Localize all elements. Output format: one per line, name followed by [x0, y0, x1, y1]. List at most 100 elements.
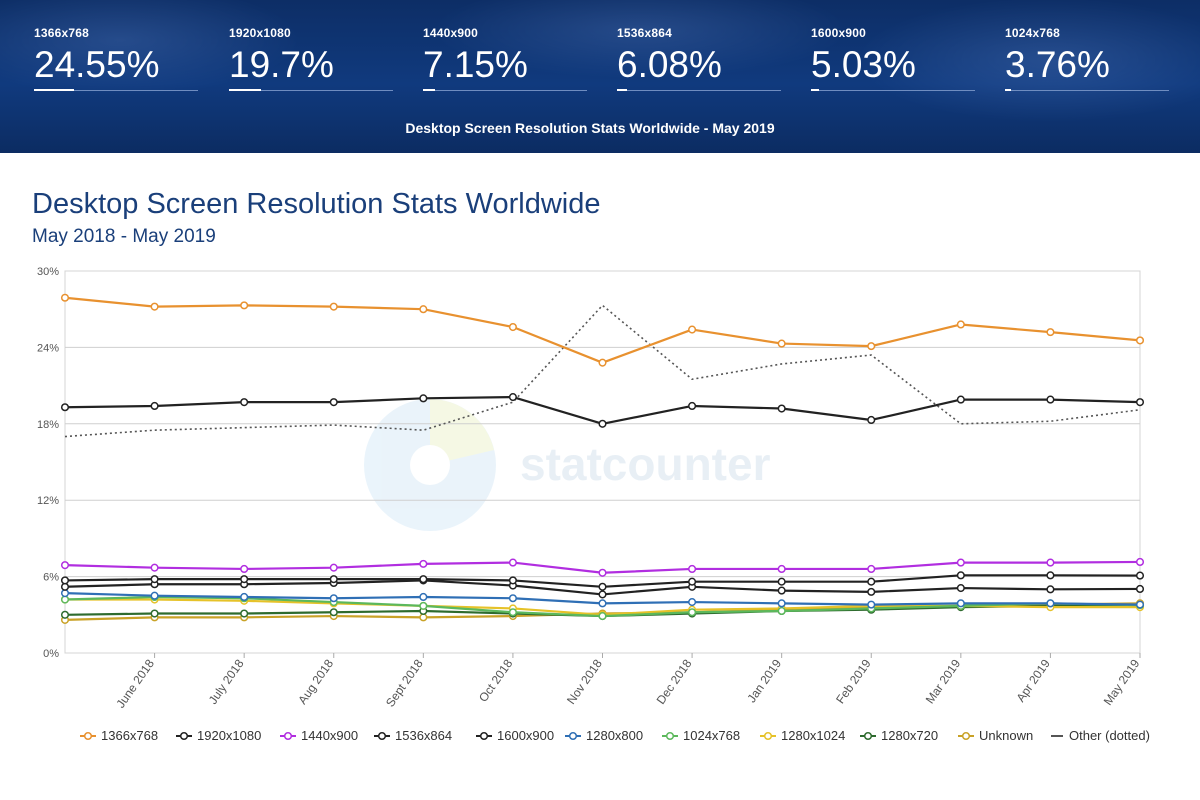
data-point	[867, 564, 876, 574]
legend-item[interactable]: Unknown	[958, 728, 1033, 743]
watermark-logo-slice	[430, 399, 494, 465]
data-point	[419, 575, 428, 584]
data-point	[150, 401, 159, 411]
legend-marker-icon	[860, 731, 876, 740]
data-point	[1046, 599, 1055, 608]
data-point	[956, 584, 965, 593]
legend-item[interactable]: 1280x800	[565, 728, 643, 743]
stat-resolution: 1366x768	[34, 26, 89, 40]
data-point	[956, 599, 965, 608]
legend-item[interactable]: 1920x1080	[176, 728, 261, 743]
data-point	[60, 293, 70, 302]
data-point	[60, 589, 70, 598]
data-point	[688, 401, 697, 411]
data-point	[150, 563, 159, 572]
stat-percent: 5.03%	[811, 44, 916, 85]
legend-item[interactable]: 1280x720	[860, 728, 938, 743]
data-point	[329, 575, 338, 584]
data-point	[60, 582, 70, 591]
legend-marker-icon	[760, 731, 776, 740]
stat-share-bar	[1005, 89, 1169, 91]
y-tick-label: 30%	[37, 266, 59, 278]
legend-item[interactable]: Other (dotted)	[1050, 728, 1150, 743]
legend-item[interactable]: 1366x768	[80, 728, 158, 743]
data-point	[1046, 395, 1055, 404]
legend-item[interactable]: 1600x900	[476, 728, 554, 743]
watermark-text: statcounter	[520, 438, 771, 490]
stat-share-fill	[423, 89, 435, 91]
stat-share-bar	[423, 89, 587, 91]
stat-share-fill	[617, 89, 627, 91]
data-point	[598, 358, 607, 367]
x-tick-label: Feb 2019	[833, 656, 874, 706]
stat-1536x864: 1536x864 6.08%	[617, 26, 781, 91]
data-point	[867, 587, 876, 596]
legend-marker-icon	[80, 731, 96, 740]
stat-share-bar	[229, 89, 393, 91]
stat-share-fill	[1005, 89, 1012, 91]
data-point	[1135, 584, 1145, 594]
stat-percent: 19.7%	[229, 44, 334, 85]
data-point	[867, 415, 876, 425]
data-point	[150, 591, 159, 600]
data-point	[956, 558, 965, 567]
legend-marker-icon	[476, 731, 492, 740]
data-point	[1135, 557, 1145, 567]
data-point	[956, 320, 965, 329]
stat-1600x900: 1600x900 5.03%	[811, 26, 975, 91]
legend-item[interactable]: 1280x1024	[760, 728, 845, 743]
data-point	[598, 419, 607, 428]
stat-share-bar	[617, 89, 781, 91]
data-point	[688, 325, 697, 334]
stat-share-bar	[811, 89, 975, 91]
data-point	[150, 302, 159, 311]
data-point	[60, 403, 70, 412]
data-point	[240, 564, 249, 574]
y-tick-label: 24%	[37, 342, 59, 354]
data-point	[60, 595, 70, 604]
legend-item[interactable]: 1440x900	[280, 728, 358, 743]
legend-line-icon	[1051, 734, 1063, 737]
data-point	[956, 571, 965, 580]
data-point	[508, 576, 517, 585]
x-tick-label: Nov 2018	[564, 656, 605, 706]
y-tick-label: 12%	[37, 495, 59, 507]
data-point	[867, 600, 876, 609]
data-point	[240, 592, 249, 602]
legend-marker-icon	[958, 731, 974, 740]
watermark-logo-hole	[410, 445, 450, 485]
x-tick-label: Mar 2019	[923, 656, 964, 706]
data-point	[1046, 585, 1055, 594]
data-point	[777, 577, 786, 586]
legend-label: 1600x900	[497, 728, 555, 743]
y-tick-label: 6%	[43, 572, 59, 584]
stats-banner: 1366x768 24.55% 1920x1080 19.7% 1440x900 7.15…	[0, 0, 1200, 153]
legend-item[interactable]: 1024x768	[662, 728, 740, 743]
x-tick-label: Oct 2018	[476, 656, 516, 704]
legend-item[interactable]: 1536x864	[374, 728, 452, 743]
line-chart: statcounter 0% 6% 12% 18% 24% 30% June 2018 July…	[37, 266, 1145, 711]
legend-label: Other (dotted)	[1069, 728, 1150, 743]
stat-resolution: 1024x768	[1005, 26, 1060, 40]
chart-legend: 1366x768 1920x1080 1440x900 1536x864 1600x90…	[80, 728, 1180, 746]
stat-1024x768: 1024x768 3.76%	[1005, 26, 1169, 91]
data-point	[419, 601, 428, 610]
legend-label: 1280x1024	[781, 728, 846, 743]
data-point	[688, 577, 697, 586]
data-point	[508, 558, 517, 567]
legend-marker-icon	[565, 731, 581, 740]
data-point	[419, 613, 428, 622]
stat-percent: 6.08%	[617, 44, 722, 85]
data-point	[688, 608, 697, 617]
data-point	[60, 576, 70, 585]
data-point	[777, 564, 786, 574]
stat-resolution: 1600x900	[811, 26, 866, 40]
data-point	[688, 598, 697, 607]
legend-label: 1280x800	[586, 728, 644, 743]
data-point	[777, 586, 786, 595]
data-point	[1135, 571, 1145, 580]
data-point	[329, 608, 338, 617]
legend-label: 1366x768	[101, 728, 159, 743]
series-1366x768	[60, 293, 1145, 367]
data-point	[240, 575, 249, 584]
